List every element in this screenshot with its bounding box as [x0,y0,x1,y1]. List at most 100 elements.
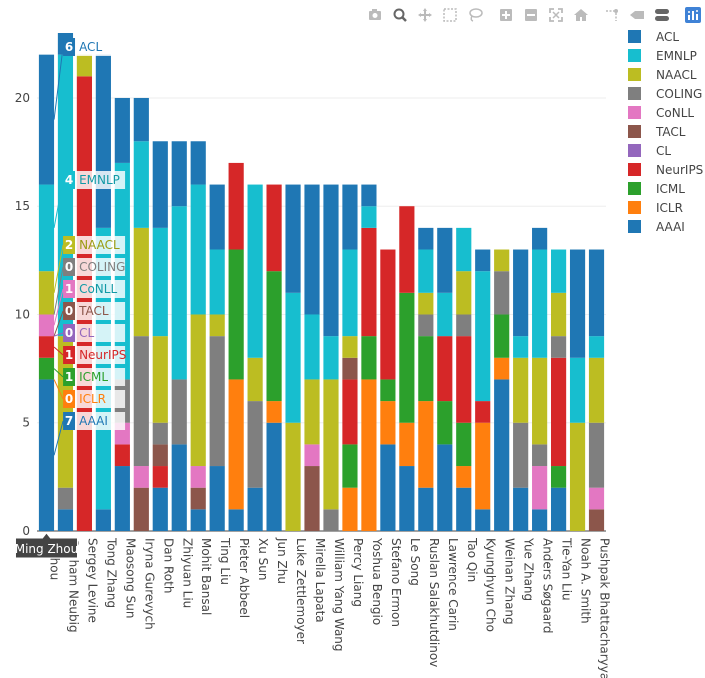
bar-segment[interactable] [456,227,472,272]
bar-segment[interactable] [437,336,453,402]
camera-button[interactable] [362,5,387,25]
spike-lines-button[interactable] [599,5,624,25]
bar-segment[interactable] [494,314,510,358]
bar-segment[interactable] [209,466,225,531]
bar-segment[interactable] [152,422,168,445]
bar-segment[interactable] [38,184,55,272]
hover-compare-button[interactable] [649,5,674,25]
bar-segment[interactable] [513,357,529,423]
bar-segment[interactable] [569,357,586,423]
bar-segment[interactable] [247,184,263,358]
bar-segment[interactable] [456,487,472,531]
bar-segment[interactable] [475,271,491,402]
bar-segment[interactable] [285,422,301,531]
bar-segment[interactable] [133,141,149,228]
bar-segment[interactable] [266,422,282,531]
bar-segment[interactable] [171,141,187,207]
bar-segment[interactable] [342,336,358,358]
bar-segment[interactable] [456,466,472,488]
plotly-logo-button[interactable] [680,5,705,25]
bar-segment[interactable] [550,466,567,488]
bar-segment[interactable] [171,379,187,445]
bar-segment[interactable] [133,227,149,337]
bar-segment[interactable] [399,292,415,423]
bar-segment[interactable] [228,249,244,380]
bar-segment[interactable] [171,444,187,531]
bar-segment[interactable] [456,314,472,337]
bar-segment[interactable] [361,227,377,337]
hover-closest-button[interactable] [624,5,649,25]
bar-segment[interactable] [152,466,168,488]
legend-item[interactable]: COLING [628,87,702,101]
bar-segment[interactable] [437,444,453,531]
bar-segment[interactable] [342,357,358,380]
legend-item[interactable]: NeurIPS [628,163,703,177]
bar-segment[interactable] [304,466,320,531]
bar-segment[interactable] [532,227,548,250]
bar-segment[interactable] [266,271,282,402]
legend-item[interactable]: CL [628,144,671,158]
bar-segment[interactable] [114,466,130,531]
bar-segment[interactable] [133,466,149,488]
bar-segment[interactable] [38,357,55,380]
bar-segment[interactable] [323,184,339,337]
bar-segment[interactable] [152,336,168,423]
bar-segment[interactable] [588,249,605,337]
bar-segment[interactable] [190,509,206,531]
bar-segment[interactable] [342,379,358,445]
bar-segment[interactable] [38,336,55,358]
bar-segment[interactable] [532,444,548,467]
bar-segment[interactable] [57,487,74,510]
bar-segment[interactable] [569,422,586,531]
bar-segment[interactable] [569,249,586,358]
bar-segment[interactable] [437,292,453,337]
zoom-button[interactable] [387,5,412,25]
bar-segment[interactable] [380,249,396,380]
bar-segment[interactable] [550,292,567,337]
lasso-select-button[interactable] [462,5,487,25]
legend-item[interactable]: CoNLL [628,106,694,120]
bar-segment[interactable] [247,487,263,531]
bar-segment[interactable] [494,271,510,315]
bar-segment[interactable] [304,379,320,445]
bar-segment[interactable] [304,444,320,467]
bar-segment[interactable] [38,271,55,315]
bar-segment[interactable] [494,249,510,272]
bar-segment[interactable] [38,54,55,185]
bar-segment[interactable] [588,509,605,531]
bar-segment[interactable] [399,206,415,293]
bar-segment[interactable] [190,487,206,510]
bar-segment[interactable] [38,314,55,337]
bar-segment[interactable] [323,336,339,380]
bar-segment[interactable] [342,249,358,337]
bar-segment[interactable] [361,184,377,207]
bar-segment[interactable] [513,487,529,531]
legend-item[interactable]: TACL [628,125,686,139]
bar-segment[interactable] [418,292,434,315]
bar-segment[interactable] [532,509,548,531]
bar-segment[interactable] [323,379,339,510]
bar-segment[interactable] [266,401,282,423]
bar-segment[interactable] [475,422,491,510]
bar-segment[interactable] [342,184,358,250]
bar-segment[interactable] [513,249,529,337]
bar-segment[interactable] [152,487,168,531]
bar-segment[interactable] [247,357,263,402]
bar-segment[interactable] [266,184,282,272]
bar-segment[interactable] [228,162,244,250]
bar-segment[interactable] [399,422,415,467]
bar-segment[interactable] [304,184,320,315]
bar-segment[interactable] [361,379,377,531]
bar-segment[interactable] [532,357,548,445]
bar-segment[interactable] [152,444,168,467]
bar-segment[interactable] [418,227,434,250]
bar-segment[interactable] [550,487,567,531]
bar-segment[interactable] [190,314,206,467]
bar-segment[interactable] [133,487,149,531]
bar-segment[interactable] [380,444,396,531]
legend-item[interactable]: ICML [628,182,685,196]
bar-segment[interactable] [588,487,605,510]
bar-segment[interactable] [418,314,434,337]
reset-axes-button[interactable] [568,5,593,25]
bar-segment[interactable] [475,401,491,423]
